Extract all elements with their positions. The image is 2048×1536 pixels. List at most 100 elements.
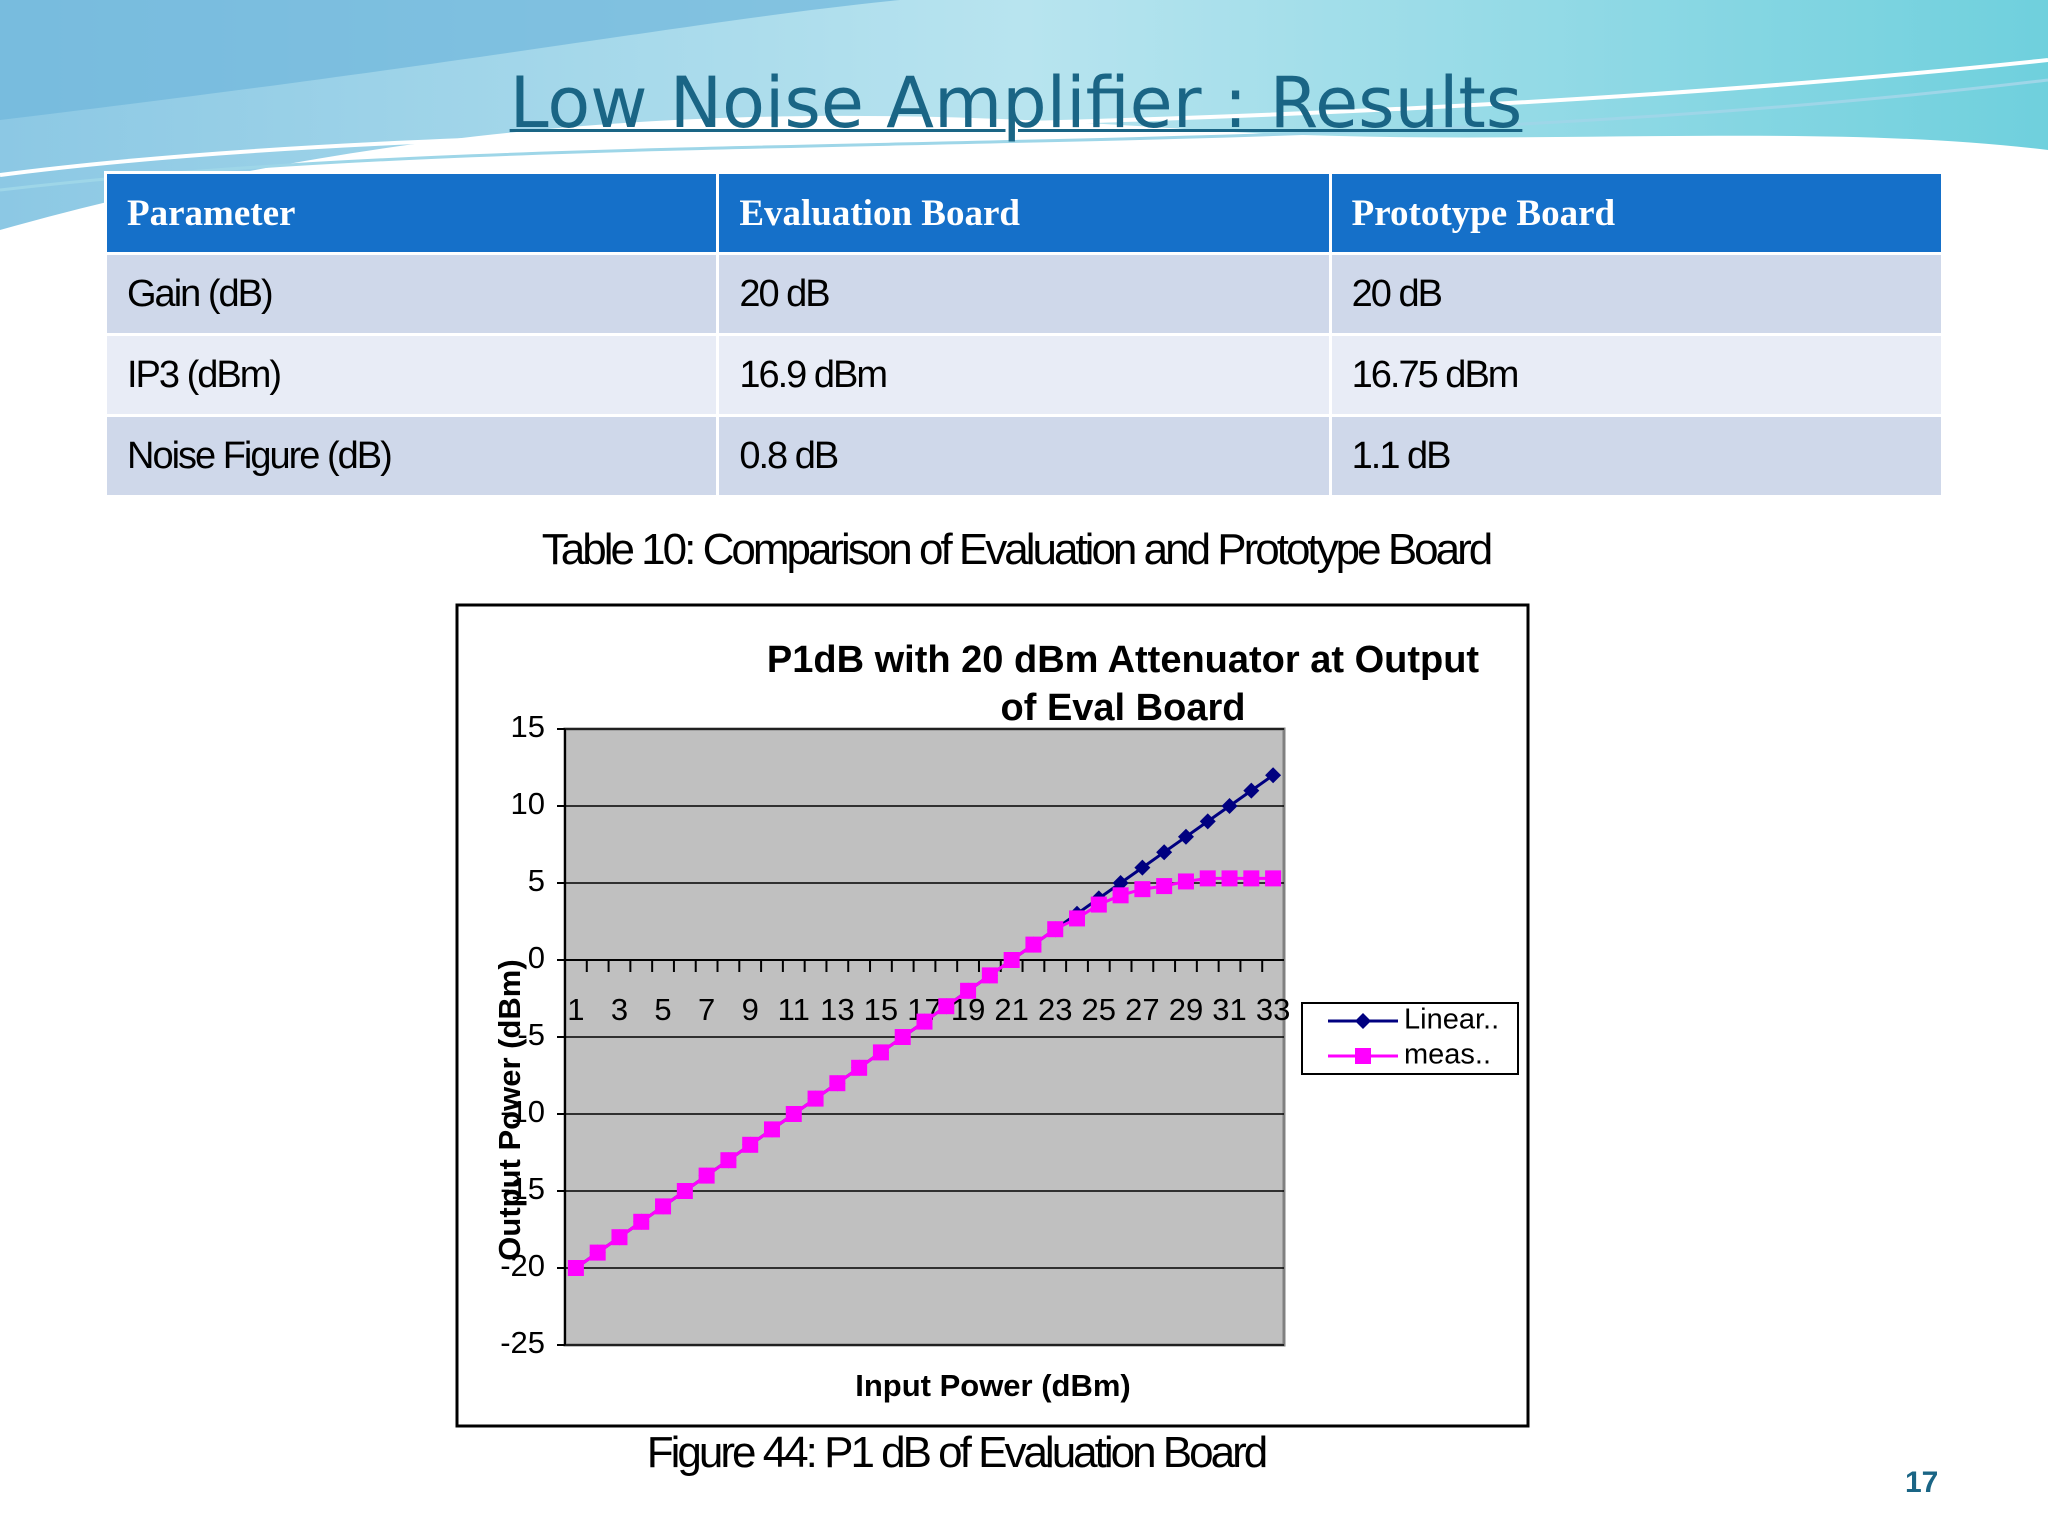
- data-point: [589, 1244, 606, 1261]
- x-tick-label: 9: [742, 992, 759, 1027]
- table-header: Parameter Evaluation Board Prototype Boa…: [103, 171, 1945, 255]
- data-point: [938, 998, 955, 1015]
- x-tick-label: 27: [1125, 992, 1159, 1027]
- header-curve: [0, 58, 2048, 177]
- header-wave: [0, 0, 2048, 230]
- data-point: [1199, 870, 1216, 887]
- table-row: Gain (dB) 20 dB 20 dB: [103, 252, 1945, 336]
- data-point: [1265, 870, 1282, 887]
- chart-title: P1dB with 20 dBm Attenuator at Output: [767, 639, 1479, 681]
- data-point: [785, 1106, 802, 1122]
- data-point: [1265, 767, 1282, 784]
- header-cell: Evaluation Board: [716, 171, 1332, 255]
- data-point: [1221, 798, 1238, 814]
- table-row: IP3 (dBm) 16.9 dBm 16.75 dBm: [103, 333, 1945, 417]
- data-point: [1156, 844, 1173, 861]
- header-cell: Prototype Board: [1328, 171, 1945, 255]
- y-tick-label: -20: [500, 1248, 545, 1283]
- y-tick-label: 0: [528, 940, 545, 975]
- chart-title: of Eval Board: [1001, 687, 1246, 729]
- data-point: [1355, 1048, 1371, 1064]
- cell: Gain (dB): [103, 252, 720, 336]
- cell: 0.8 dB: [716, 414, 1332, 498]
- y-axis-title: Output Power (dBm): [492, 959, 527, 1260]
- data-point: [1134, 859, 1151, 876]
- data-point: [655, 1198, 672, 1215]
- data-point: [1199, 813, 1216, 830]
- x-tick-label: 13: [820, 992, 854, 1027]
- x-axis-title: Input Power (dBm): [855, 1368, 1131, 1403]
- data-point: [742, 1136, 759, 1153]
- data-point: [807, 1090, 824, 1107]
- x-tick-label: 3: [611, 992, 628, 1027]
- page-number: 17: [1905, 1466, 1939, 1499]
- x-tick-label: 11: [778, 992, 810, 1027]
- data-point: [1177, 873, 1194, 890]
- cell: 20 dB: [1328, 252, 1945, 336]
- y-tick-label: -15: [500, 1171, 545, 1206]
- data-point: [763, 1121, 780, 1138]
- data-point: [981, 967, 998, 984]
- data-point: [676, 1183, 693, 1199]
- data-point: [1112, 887, 1129, 904]
- x-tick-label: 5: [654, 992, 671, 1027]
- header-wave: [0, 0, 900, 120]
- x-tick-label: 23: [1038, 992, 1072, 1027]
- data-point: [1243, 870, 1260, 887]
- data-point: [611, 1229, 628, 1246]
- x-tick-label: 31: [1212, 992, 1246, 1027]
- data-point: [829, 1075, 846, 1092]
- data-point: [1355, 1013, 1371, 1029]
- data-point: [1243, 782, 1260, 799]
- data-point: [872, 1044, 889, 1061]
- data-point: [633, 1213, 650, 1230]
- data-point: [567, 1260, 584, 1276]
- data-point: [851, 1059, 868, 1076]
- data-point: [1025, 936, 1042, 953]
- cell: IP3 (dBm): [103, 333, 720, 417]
- x-tick-label: 33: [1256, 992, 1290, 1027]
- data-point: [720, 1152, 737, 1169]
- data-point: [1090, 896, 1107, 913]
- slide-title: Low Noise Amplifier : Results: [509, 62, 1523, 144]
- x-tick-label: 21: [994, 992, 1028, 1027]
- data-point: [1047, 921, 1064, 938]
- legend-label: meas..: [1404, 1039, 1491, 1071]
- data-point: [1134, 881, 1151, 898]
- cell: 20 dB: [716, 252, 1332, 336]
- data-point: [1177, 828, 1194, 845]
- table-caption: Table 10: Comparison of Evaluation and P…: [541, 525, 1493, 574]
- x-tick-label: 1: [567, 992, 584, 1027]
- data-point: [698, 1167, 715, 1184]
- header-cell: Parameter: [103, 171, 720, 255]
- y-tick-label: -5: [517, 1017, 545, 1052]
- cell: 1.1 dB: [1328, 414, 1945, 498]
- legend: Linear..meas..: [1301, 1002, 1519, 1075]
- cell: Noise Figure (dB): [103, 414, 720, 498]
- legend-label: Linear..: [1404, 1004, 1499, 1036]
- figure-caption: Figure 44: P1 dB of Evaluation Board: [646, 1428, 1268, 1477]
- data-point: [1003, 952, 1020, 968]
- cell: 16.9 dBm: [716, 333, 1332, 417]
- data-point: [1069, 910, 1086, 927]
- results-table: Parameter Evaluation Board Prototype Boa…: [103, 171, 1945, 498]
- data-point: [1112, 875, 1129, 891]
- y-tick-label: 15: [511, 709, 545, 744]
- data-point: [916, 1013, 933, 1030]
- x-tick-label: 29: [1169, 992, 1203, 1027]
- y-tick-label: 10: [511, 786, 545, 821]
- header-curve: [0, 78, 2048, 192]
- x-tick-label: 25: [1082, 992, 1116, 1027]
- data-point: [1156, 878, 1173, 895]
- data-point: [894, 1029, 911, 1045]
- legend-box: [1301, 1002, 1519, 1075]
- data-point: [960, 982, 977, 999]
- data-point: [1221, 870, 1238, 887]
- y-tick-label: -25: [500, 1325, 545, 1360]
- table-row: Noise Figure (dB) 0.8 dB 1.1 dB: [103, 414, 1945, 498]
- x-tick-label: 15: [864, 992, 898, 1027]
- y-tick-label: -10: [500, 1094, 545, 1129]
